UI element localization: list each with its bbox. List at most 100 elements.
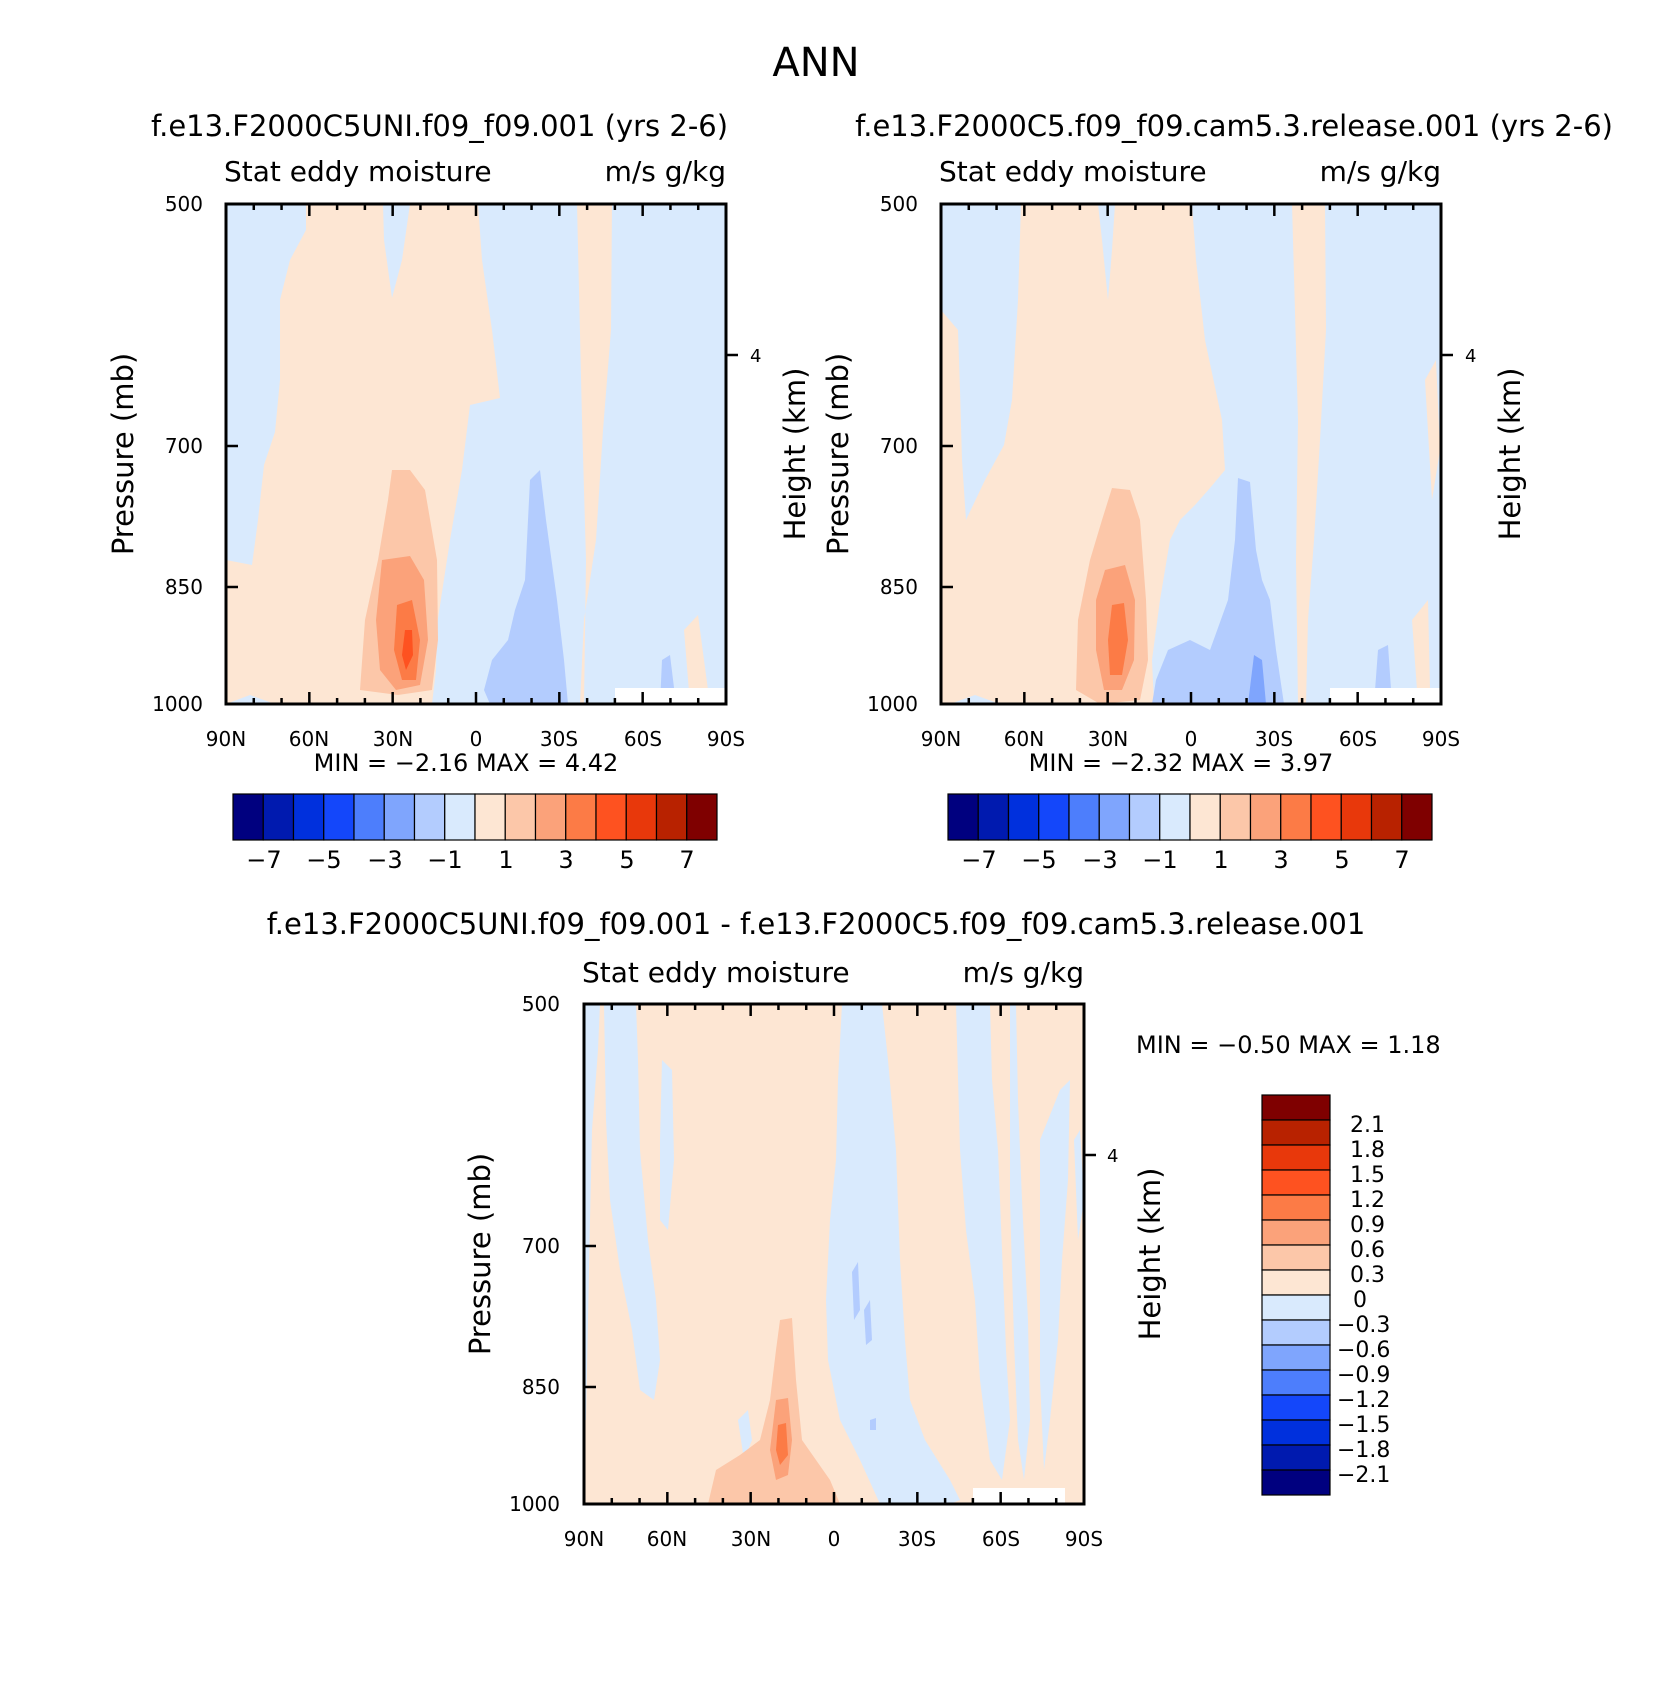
colorbar-swatch <box>1261 1469 1331 1496</box>
panel-3-ylabel: Pressure (mb) <box>463 1153 497 1355</box>
colorbar-label: 5 <box>619 846 634 874</box>
panel-1-x-ticks: 90N 60N 30N 0 30S 60S 90S <box>206 727 745 751</box>
panel-2-left-label: Stat eddy moisture <box>939 155 1207 188</box>
colorbar-swatch <box>1310 793 1342 841</box>
colorbar-label: 0.9 <box>1350 1213 1385 1238</box>
colorbar-label: −5 <box>1021 846 1056 874</box>
colorbar-swatch <box>947 793 979 841</box>
x-tick-label: 30S <box>898 1527 936 1551</box>
panel-3-title: f.e13.F2000C5UNI.f09_f09.001 - f.e13.F20… <box>267 907 1366 941</box>
colorbar-swatch <box>1219 793 1252 841</box>
x-tick-label: 30N <box>731 1527 771 1551</box>
x-tick-label: 90S <box>707 727 745 751</box>
colorbar-swatch <box>1261 1444 1331 1471</box>
x-tick-label: 60N <box>1004 727 1044 751</box>
colorbar-swatch <box>353 793 385 841</box>
panel-2-title: f.e13.F2000C5.f09_f09.cam5.3.release.001… <box>855 109 1613 143</box>
panel-3-y2label: Height (km) <box>1133 1168 1167 1341</box>
colorbar-label: 7 <box>1394 846 1409 874</box>
colorbar-swatch <box>1261 1369 1331 1396</box>
colorbar-swatch <box>977 793 1010 841</box>
panel-1: f.e13.F2000C5UNI.f09_f09.001 (yrs 2-6) S… <box>106 109 812 874</box>
colorbar-label: −2.1 <box>1337 1463 1390 1488</box>
colorbar-swatch <box>1261 1169 1331 1196</box>
colorbar-label: −7 <box>961 846 996 874</box>
colorbar-label: −3 <box>1082 846 1117 874</box>
panel-1-ylabel: Pressure (mb) <box>106 353 140 555</box>
x-tick-label: 60S <box>624 727 662 751</box>
colorbar-swatch <box>1261 1419 1331 1446</box>
colorbar-label: −1 <box>427 846 462 874</box>
x-tick-label: 90N <box>206 727 246 751</box>
colorbar-swatch <box>534 793 567 841</box>
panel-3-y-ticks: 500 700 850 1000 4 <box>509 992 1118 1516</box>
colorbar-swatch <box>1007 793 1040 841</box>
figure-title: ANN <box>772 40 859 86</box>
panel-2-right-label: m/s g/kg <box>1320 155 1441 188</box>
colorbar-swatch <box>504 793 537 841</box>
colorbar-swatch <box>474 793 506 841</box>
colorbar-label: 1.2 <box>1350 1188 1385 1213</box>
panel-2-x-ticks: 90N 60N 30N 0 30S 60S 90S <box>921 727 1460 751</box>
colorbar-label: −3 <box>367 846 402 874</box>
colorbar-swatch <box>383 793 416 841</box>
colorbar-label: −0.3 <box>1337 1313 1390 1338</box>
y-tick-label: 1000 <box>152 692 203 716</box>
colorbar-2: −7 −5 −3 −1 1 3 5 7 <box>947 793 1433 874</box>
y2-tick-label: 4 <box>1465 346 1476 367</box>
panel-2-minmax: MIN = −2.32 MAX = 3.97 <box>1029 749 1334 777</box>
x-tick-label: 0 <box>1185 727 1198 751</box>
panel-3-right-label: m/s g/kg <box>963 956 1084 989</box>
colorbar-swatch <box>292 793 325 841</box>
colorbar-swatch <box>1261 1119 1331 1146</box>
colorbar-label: 0 <box>1353 1288 1367 1313</box>
colorbar-swatch <box>444 793 476 841</box>
colorbar-swatch <box>232 793 264 841</box>
colorbar-label: 1.5 <box>1350 1163 1385 1188</box>
x-tick-label: 90N <box>921 727 961 751</box>
x-tick-label: 0 <box>470 727 483 751</box>
colorbar-swatch <box>1261 1269 1331 1296</box>
axis-ticks <box>939 202 1453 706</box>
colorbar-swatch <box>1261 1244 1331 1271</box>
colorbar-swatch <box>1249 793 1282 841</box>
panel-3: f.e13.F2000C5UNI.f09_f09.001 - f.e13.F20… <box>267 907 1441 1551</box>
x-tick-label: 90S <box>1422 727 1460 751</box>
y-tick-label: 700 <box>165 434 203 458</box>
colorbar-swatch <box>1159 793 1191 841</box>
colorbar-label: −5 <box>306 846 341 874</box>
colorbar-label: 0.6 <box>1350 1238 1385 1263</box>
colorbar-swatch <box>1370 793 1403 841</box>
colorbar-swatch <box>413 793 446 841</box>
y-tick-label: 1000 <box>509 1492 560 1516</box>
panel-1-minmax: MIN = −2.16 MAX = 4.42 <box>314 749 619 777</box>
x-tick-label: 30N <box>1088 727 1128 751</box>
colorbar-label: −1.5 <box>1337 1413 1390 1438</box>
y-tick-label: 500 <box>880 192 918 216</box>
colorbar-swatch <box>1261 1219 1331 1246</box>
panel-1-y2label: Height (km) <box>778 368 812 541</box>
x-tick-label: 90S <box>1065 1527 1103 1551</box>
colorbar-swatch <box>1098 793 1131 841</box>
colorbar-label: 1.8 <box>1350 1138 1385 1163</box>
colorbar-label: 3 <box>558 846 573 874</box>
colorbar-swatch <box>1068 793 1100 841</box>
x-tick-label: 60S <box>1339 727 1377 751</box>
colorbar-swatch <box>1280 793 1312 841</box>
axis-ticks <box>582 1002 1096 1506</box>
colorbar-label: 5 <box>1334 846 1349 874</box>
colorbar-swatch <box>262 793 295 841</box>
colorbar-label: 0.3 <box>1350 1263 1385 1288</box>
panel-2-y-ticks: 500 700 850 1000 4 <box>867 192 1476 716</box>
y-tick-label: 1000 <box>867 692 918 716</box>
colorbar-swatch <box>1189 793 1221 841</box>
y-tick-label: 850 <box>165 575 203 599</box>
y-tick-label: 500 <box>522 992 560 1016</box>
y-tick-label: 700 <box>880 434 918 458</box>
colorbar-swatch <box>1261 1344 1331 1371</box>
colorbar-swatch <box>1038 793 1070 841</box>
colorbar-label: −1.2 <box>1337 1388 1390 1413</box>
x-tick-label: 30S <box>540 727 578 751</box>
panel-2-y2label: Height (km) <box>1493 368 1527 541</box>
